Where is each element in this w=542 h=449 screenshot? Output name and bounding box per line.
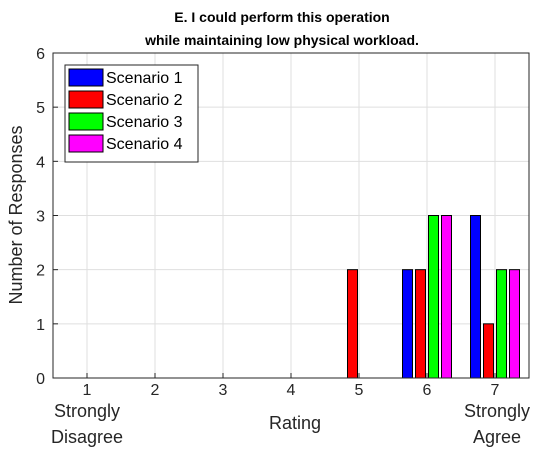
x-tick-label: 1 [83, 382, 92, 399]
x-endpoint-right-line-2: Agree [473, 427, 521, 447]
x-tick-label: 6 [423, 382, 432, 399]
x-tick-label: 3 [219, 382, 228, 399]
x-endpoint-left-line-1: Strongly [54, 401, 120, 421]
bar [402, 269, 413, 379]
x-tick-label: 5 [355, 382, 364, 399]
legend-label: Scenario 1 [106, 70, 183, 87]
x-axis-label: Rating [269, 413, 321, 433]
x-endpoint-left-line-2: Disagree [51, 427, 123, 447]
legend: Scenario 1 Scenario 2 Scenario 3 Scenario 4 [64, 64, 199, 163]
bar [470, 215, 481, 379]
y-tick-label: 0 [36, 371, 45, 388]
bar [347, 269, 358, 379]
y-tick-label: 2 [36, 263, 45, 280]
y-tick-label: 4 [36, 154, 45, 171]
legend-label: Scenario 2 [106, 92, 183, 109]
legend-swatch [68, 68, 104, 87]
legend-label: Scenario 3 [106, 114, 183, 131]
y-tick-label: 5 [36, 100, 45, 117]
bar [441, 215, 452, 379]
y-tick-label: 3 [36, 209, 45, 226]
legend-label: Scenario 4 [106, 136, 183, 153]
x-endpoint-right-line-1: Strongly [464, 401, 530, 421]
bar [509, 269, 520, 379]
y-tick-label: 1 [36, 317, 45, 334]
x-tick-label: 2 [151, 382, 160, 399]
x-tick-label: 7 [491, 382, 500, 399]
bar [496, 269, 507, 379]
y-tick-label: 6 [36, 46, 45, 63]
bars [347, 215, 520, 379]
y-axis-label: Number of Responses [6, 125, 26, 304]
bar [428, 215, 439, 379]
legend-swatch [68, 134, 104, 153]
x-tick-label: 4 [287, 382, 296, 399]
chart-title-line-2: while maintaining low physical workload. [144, 32, 419, 48]
bar [415, 269, 426, 379]
axis-ticks: 1 2 3 4 5 6 7 0 1 2 3 4 5 6 [36, 46, 499, 399]
bar [483, 323, 494, 379]
legend-swatch [68, 90, 104, 109]
chart-title-line-1: E. I could perform this operation [174, 9, 389, 25]
legend-swatch [68, 112, 104, 131]
